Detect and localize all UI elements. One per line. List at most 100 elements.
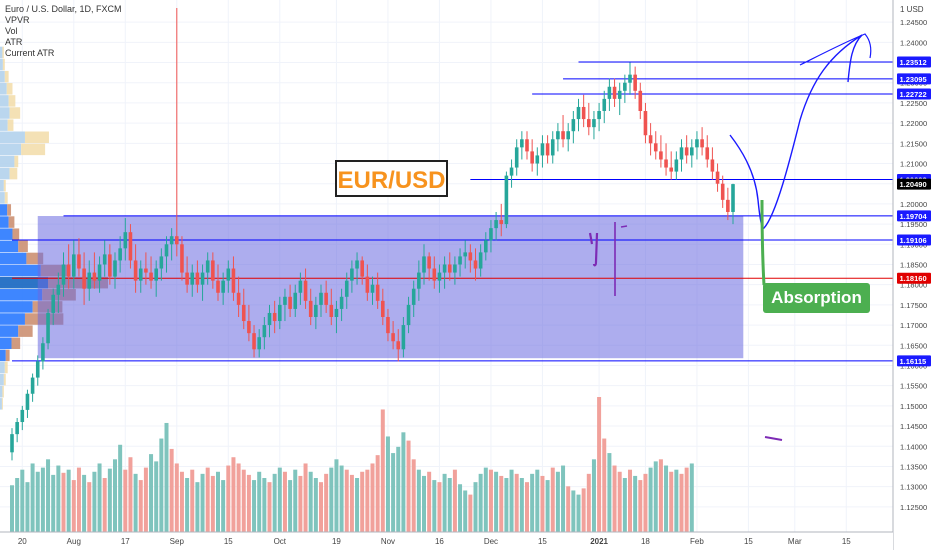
price-tick-label: 1.17500 [900,301,927,310]
candle-body [571,119,576,132]
vpvr-row-down [8,216,15,228]
volume-bar [566,486,571,532]
candle-body [411,288,416,305]
price-level-tag-label: 1.20490 [900,180,927,189]
candle-body [442,264,447,273]
candle-body [56,284,61,295]
vpvr-row-up [0,398,2,410]
candle-body [499,220,504,225]
vpvr-row-down [2,46,4,59]
volume-bar [329,467,334,532]
indicator-atr[interactable]: ATR [5,37,23,47]
volume-bar [195,482,200,532]
volume-bar [684,467,689,532]
vpvr-row-down [21,143,46,156]
candle-body [350,268,354,281]
vpvr-row-up [0,119,8,131]
price-tick-label: 1.24500 [900,18,927,27]
candle-body [319,292,323,305]
vpvr-row-down [2,58,5,71]
candle-body [144,268,148,273]
candle-body [664,159,668,168]
purple-mark-left [588,232,599,267]
volume-bar [689,463,694,532]
vpvr-row-up [0,325,19,337]
candle-body [272,312,277,322]
candle-body [545,143,550,156]
candle-body [679,147,684,160]
candle-body [473,260,478,269]
volume-bar [586,473,591,532]
volume-bar [550,467,555,532]
candle-body [514,147,519,168]
time-tick-label: Sep [170,537,185,546]
vpvr-row-up [0,70,5,83]
candle-body [82,268,86,289]
price-level-tag-label: 1.19106 [900,236,927,245]
volume-bar [277,467,282,532]
vpvr-row-up [0,373,4,386]
vpvr-row-up [0,83,7,95]
green-absorption-drawing [760,199,766,286]
candle-body [623,82,627,91]
volume-bar [102,478,107,532]
indicator-current-atr[interactable]: Current ATR [5,48,55,58]
price-level-tag [897,272,931,284]
volume-bar [107,468,112,532]
vpvr-row-up [0,301,33,313]
volume-bar [633,475,638,532]
price-tick-label: 1.18000 [900,281,927,290]
candle-body [247,321,251,334]
volume-bar [20,469,25,532]
candle-body [453,264,457,273]
candle-body [396,341,401,350]
time-tick-label: 15 [538,537,547,546]
candle-body [375,284,380,301]
candle-body [550,139,555,156]
time-tick-label: 2021 [590,537,608,546]
volume-bar [504,478,509,532]
candle-body [525,139,529,152]
volume-bar [576,494,581,532]
volume-bar [308,471,313,532]
volume-bar [241,469,246,532]
vpvr-row-up [0,216,9,228]
volume-bar [648,467,653,532]
volume-bar [293,469,298,532]
projected-path-drawing [729,34,863,229]
indicator-vol[interactable]: Vol [5,26,18,36]
volume-bar [221,480,226,532]
volume-bar [267,482,272,532]
indicator-vpvr[interactable]: VPVR [5,15,30,25]
volume-bar [442,473,447,532]
candle-body [334,308,339,317]
candle-body [216,280,220,293]
vpvr-row-down [9,167,18,180]
vpvr-row-down [4,70,9,83]
time-tick-label: Mar [788,537,802,546]
time-tick-label: 20 [18,537,27,546]
volume-bar [174,463,179,532]
vpvr-row-down [7,204,12,216]
price-level-tag [897,210,931,222]
volume-bar [591,459,596,532]
candle-body [427,256,431,269]
volume-bar [653,461,658,532]
volume-bar [236,463,241,532]
volume-bar [360,471,365,532]
time-tick-label: Nov [381,537,395,546]
candle-body [30,377,35,394]
volume-bar [133,473,138,532]
vpvr-row-down [26,252,44,265]
volume-bar [92,471,97,532]
price-tick-label: 1.20000 [900,200,927,209]
price-level-tag-label: 1.19704 [900,212,928,221]
candle-body [283,296,287,305]
candle-body [365,276,370,293]
candle-body [489,228,493,241]
vpvr-row-down [12,228,20,240]
candle-body [597,111,601,120]
candle-body [386,317,390,334]
candle-body [200,272,205,285]
